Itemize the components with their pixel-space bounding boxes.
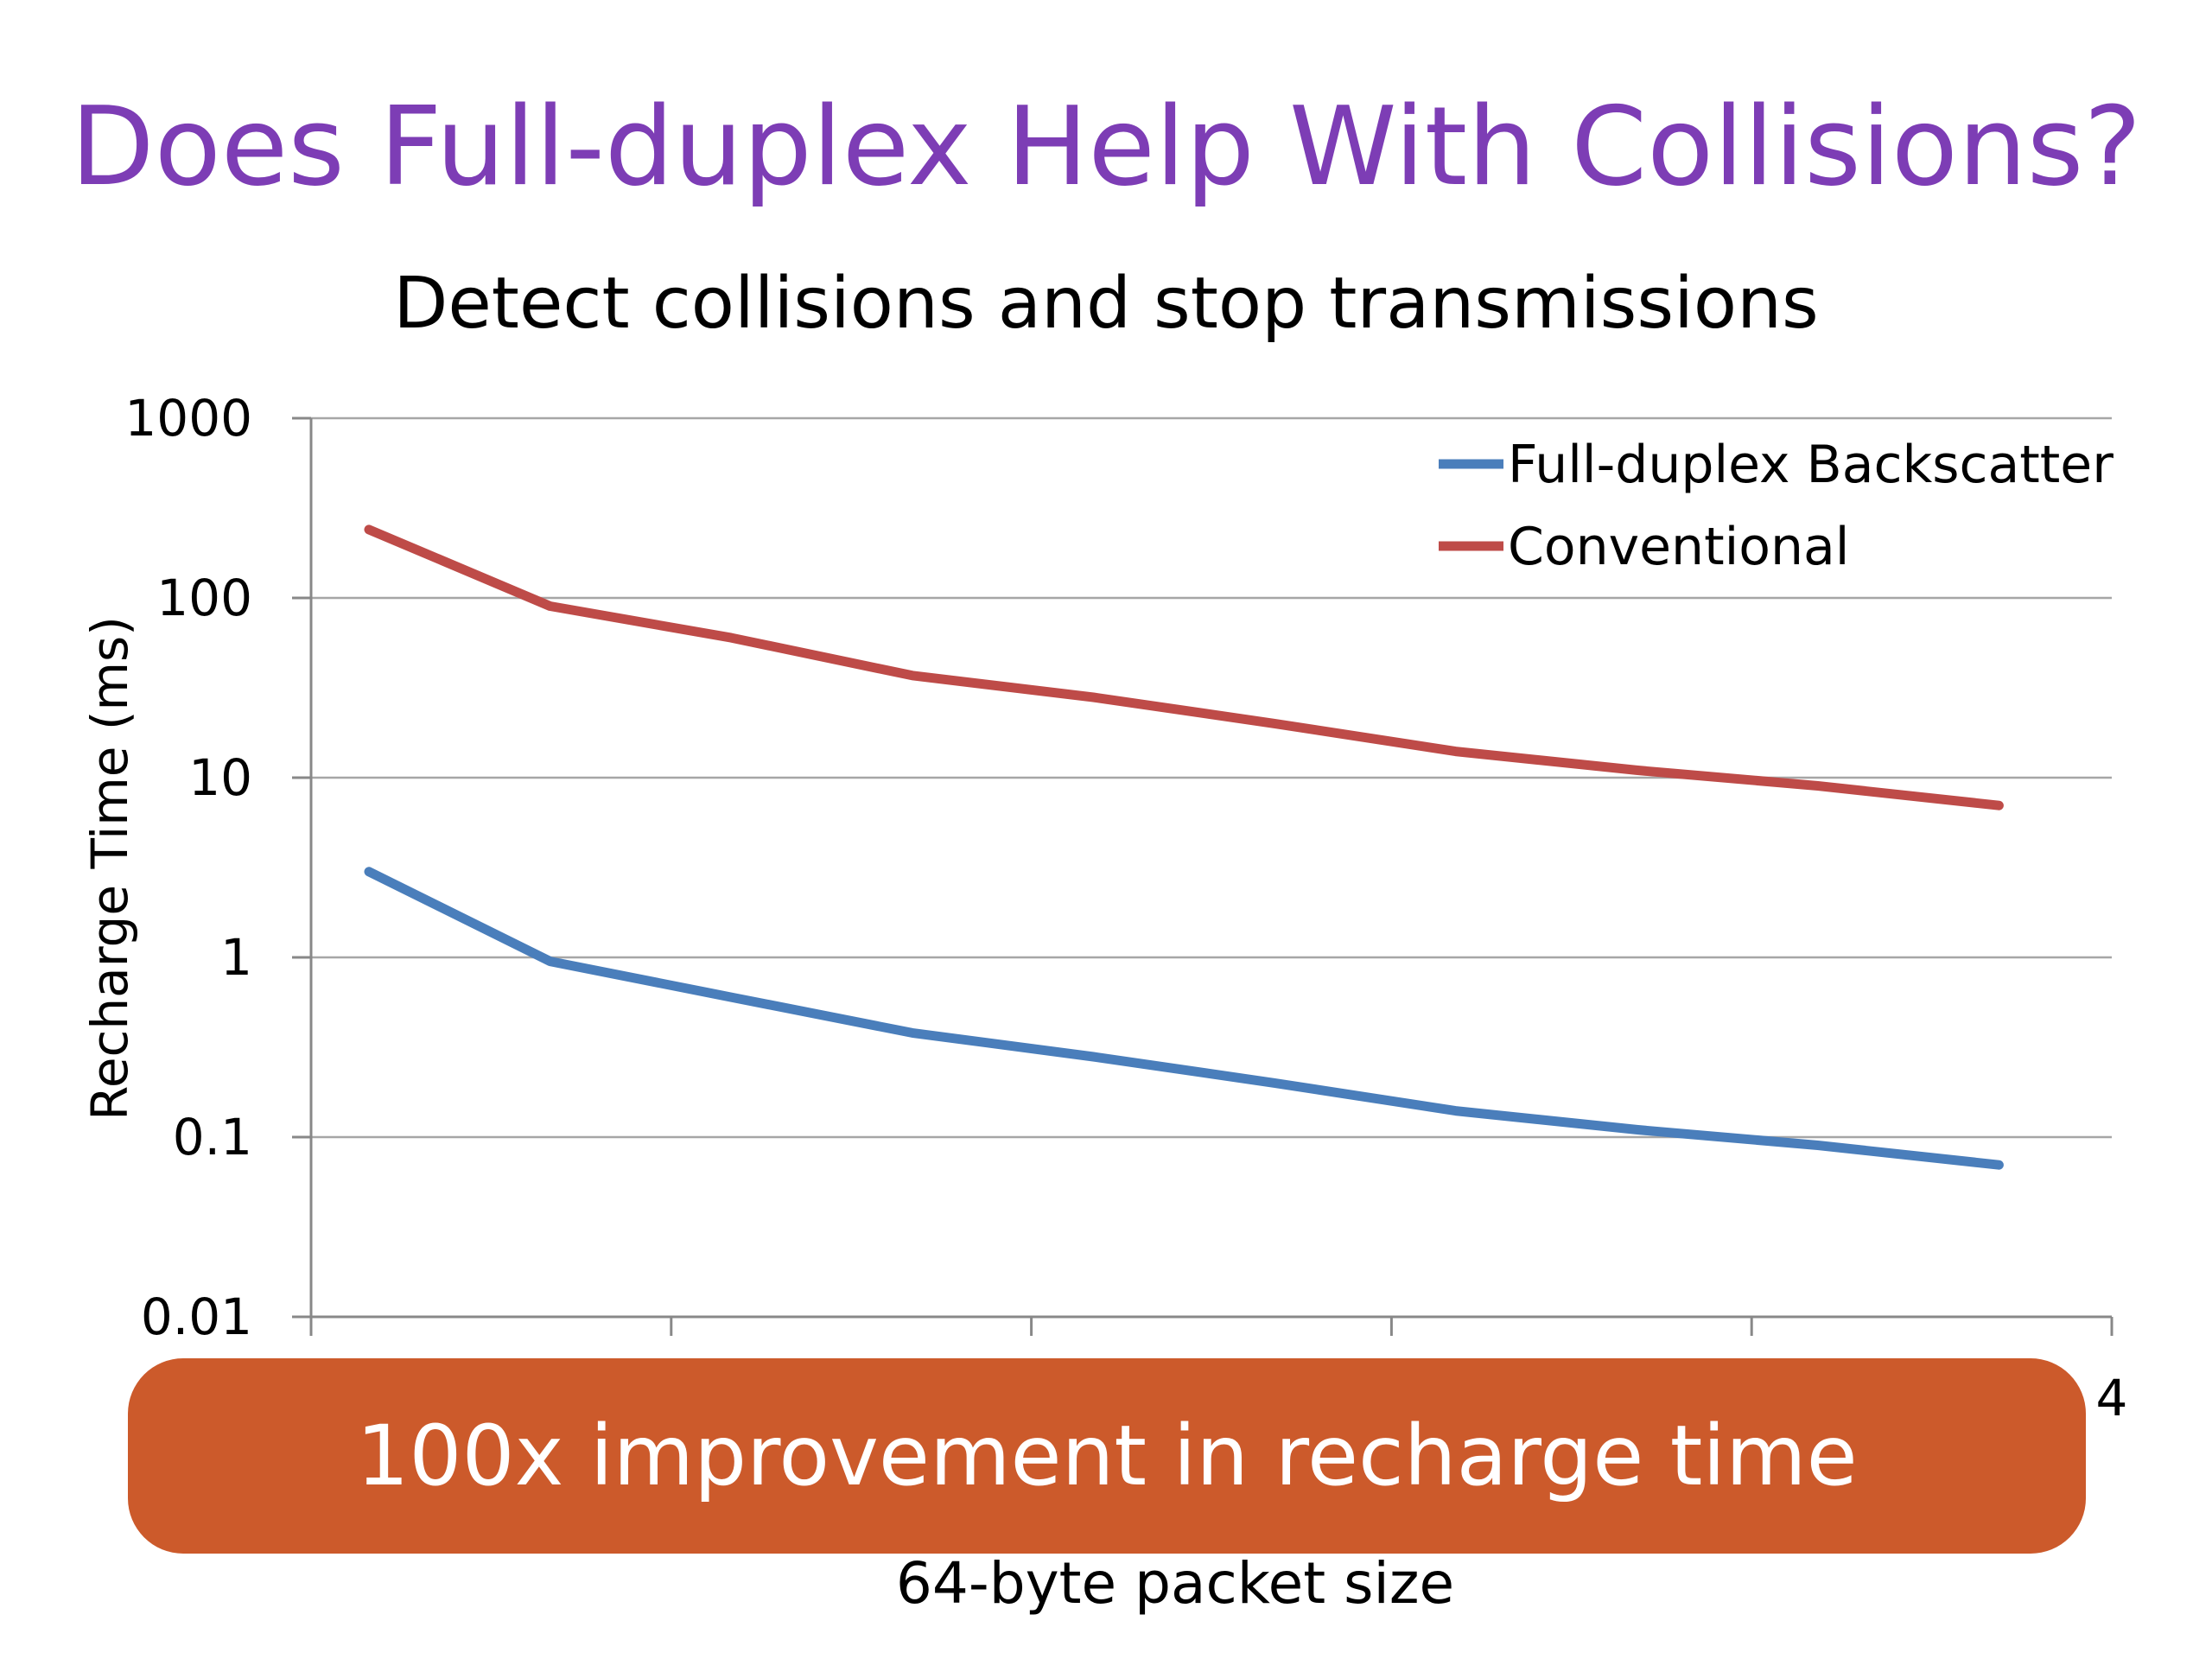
series-line-full-duplex-backscatter xyxy=(364,867,2004,1170)
x-axis-label: 64-byte packet size xyxy=(896,1550,1454,1617)
y-tick-label: 100 xyxy=(156,569,252,627)
y-tick-label: 1000 xyxy=(124,389,252,448)
series-line-conventional xyxy=(364,524,2004,810)
legend-label: Conventional xyxy=(1508,517,1849,577)
y-tick-label: 0.01 xyxy=(141,1287,252,1346)
series-lines xyxy=(364,524,2004,1170)
legend: Full-duplex Backscatter Conventional xyxy=(1439,435,2113,577)
callout-text: 100x improvement in recharge time xyxy=(356,1408,1858,1504)
legend-label: Full-duplex Backscatter xyxy=(1508,435,2113,495)
y-tick-label: 0.1 xyxy=(173,1108,252,1166)
gridlines xyxy=(292,416,2112,1319)
slide-subtitle: Detect collisions and stop transmissions xyxy=(393,263,1819,345)
x-tick-label-last: 4 xyxy=(2096,1369,2128,1427)
improvement-callout: 100x improvement in recharge time xyxy=(128,1358,2086,1554)
y-axis-label: Recharge Time (ms) xyxy=(80,616,139,1121)
slide-title: Does Full-duplex Help With Collisions? xyxy=(70,83,2142,210)
x-ticks xyxy=(309,1317,2113,1336)
y-tick-label: 10 xyxy=(188,748,252,807)
y-tick-label: 1 xyxy=(220,928,252,987)
y-tick-labels: 0.01 0.1 1 10 100 1000 xyxy=(124,389,252,1346)
